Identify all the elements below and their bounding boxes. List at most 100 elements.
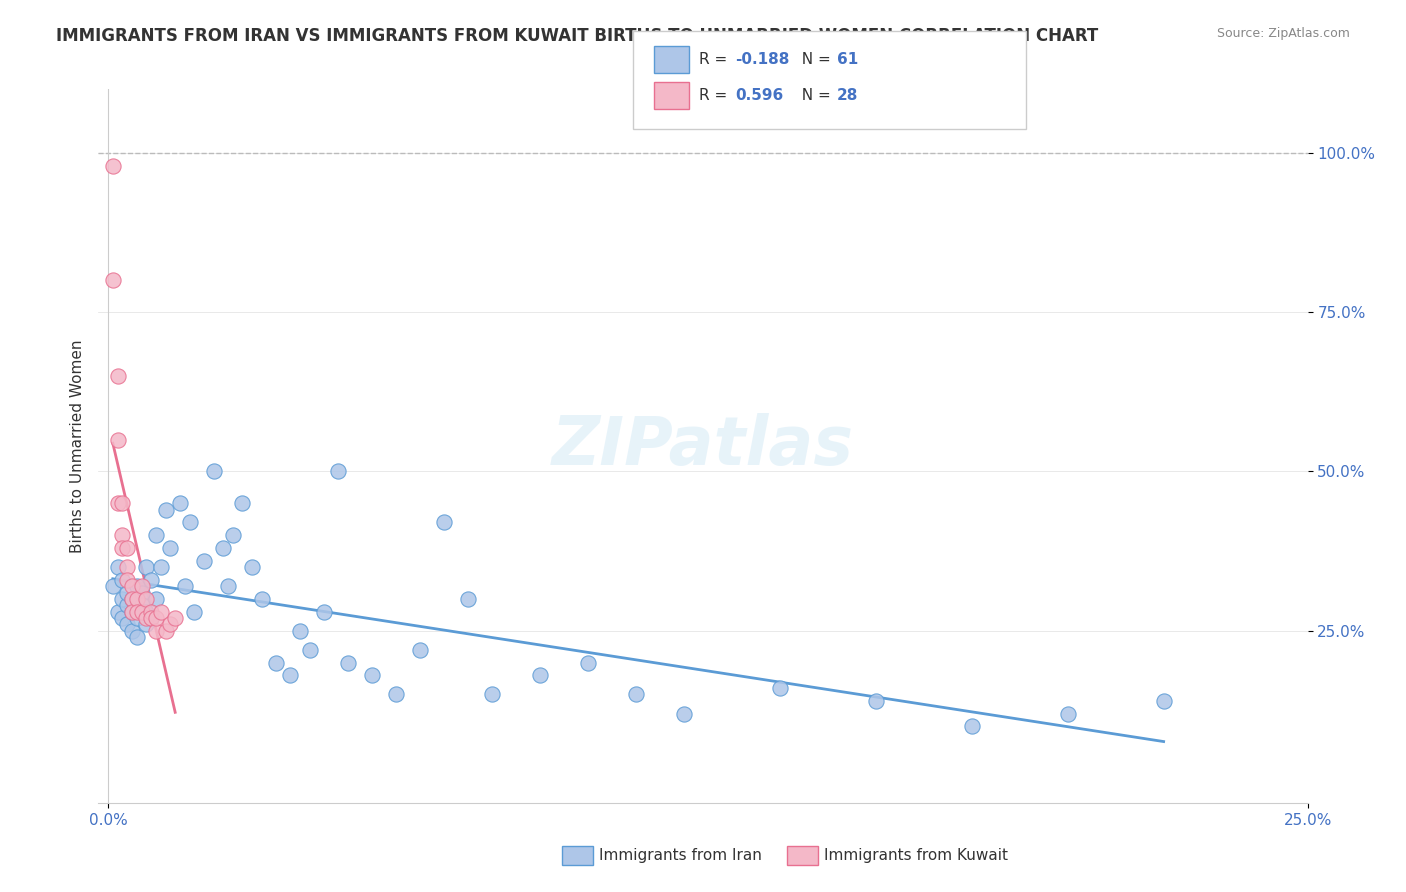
Point — [111, 541, 134, 555]
Point — [145, 611, 167, 625]
Point — [212, 541, 235, 555]
Point — [250, 591, 273, 606]
Point — [240, 560, 263, 574]
Point — [298, 643, 321, 657]
Point — [336, 656, 359, 670]
Point — [145, 624, 167, 638]
Text: Source: ZipAtlas.com: Source: ZipAtlas.com — [1216, 27, 1350, 40]
Text: R =: R = — [699, 88, 733, 103]
Point — [107, 605, 129, 619]
Point — [576, 656, 599, 670]
Point — [202, 465, 225, 479]
Point — [101, 159, 124, 173]
Point — [115, 541, 138, 555]
Point — [101, 579, 124, 593]
Point — [135, 591, 157, 606]
Point — [155, 624, 177, 638]
Point — [111, 528, 134, 542]
Point — [121, 624, 143, 638]
Point — [141, 605, 163, 619]
Point — [121, 605, 143, 619]
Point — [328, 465, 350, 479]
Point — [141, 611, 163, 625]
Point — [409, 643, 432, 657]
Text: R =: R = — [699, 53, 733, 67]
Point — [107, 433, 129, 447]
Point — [222, 528, 245, 542]
Point — [145, 528, 167, 542]
Point — [529, 668, 551, 682]
Point — [131, 579, 153, 593]
Point — [960, 719, 983, 733]
Point — [159, 617, 181, 632]
Point — [131, 605, 153, 619]
Point — [135, 605, 157, 619]
Point — [433, 516, 456, 530]
Point — [865, 694, 887, 708]
Point — [193, 554, 215, 568]
Point — [361, 668, 384, 682]
Point — [125, 630, 148, 644]
Point — [145, 591, 167, 606]
Point — [288, 624, 311, 638]
Point — [115, 599, 138, 613]
Text: 28: 28 — [837, 88, 858, 103]
Point — [125, 591, 148, 606]
Point — [121, 605, 143, 619]
Point — [769, 681, 792, 695]
Point — [481, 688, 503, 702]
Point — [121, 579, 143, 593]
Point — [385, 688, 408, 702]
Text: Immigrants from Kuwait: Immigrants from Kuwait — [824, 848, 1008, 863]
Point — [115, 617, 138, 632]
Point — [125, 611, 148, 625]
Point — [149, 560, 172, 574]
Point — [101, 273, 124, 287]
Point — [111, 573, 134, 587]
Point — [115, 585, 138, 599]
Point — [231, 496, 253, 510]
Point — [159, 541, 181, 555]
Point — [217, 579, 239, 593]
Text: Immigrants from Iran: Immigrants from Iran — [599, 848, 762, 863]
Point — [131, 585, 153, 599]
Text: ZIPatlas: ZIPatlas — [553, 413, 853, 479]
Point — [111, 611, 134, 625]
Point — [280, 668, 302, 682]
Point — [107, 496, 129, 510]
Point — [155, 502, 177, 516]
Text: IMMIGRANTS FROM IRAN VS IMMIGRANTS FROM KUWAIT BIRTHS TO UNMARRIED WOMEN CORRELA: IMMIGRANTS FROM IRAN VS IMMIGRANTS FROM … — [56, 27, 1098, 45]
Point — [149, 605, 172, 619]
Text: N =: N = — [792, 53, 835, 67]
Point — [672, 706, 695, 721]
Point — [141, 611, 163, 625]
Point — [169, 496, 191, 510]
Point — [173, 579, 195, 593]
Point — [121, 591, 143, 606]
Point — [125, 605, 148, 619]
Point — [111, 591, 134, 606]
Point — [131, 599, 153, 613]
Point — [111, 496, 134, 510]
Point — [115, 560, 138, 574]
Point — [165, 611, 187, 625]
Point — [179, 516, 201, 530]
Point — [135, 611, 157, 625]
Point — [115, 573, 138, 587]
Point — [264, 656, 287, 670]
Point — [107, 368, 129, 383]
Point — [107, 560, 129, 574]
Point — [312, 605, 335, 619]
Point — [125, 579, 148, 593]
Point — [1056, 706, 1078, 721]
Point — [135, 560, 157, 574]
Text: N =: N = — [792, 88, 835, 103]
Point — [183, 605, 205, 619]
Point — [457, 591, 479, 606]
Text: 0.596: 0.596 — [735, 88, 783, 103]
Point — [1153, 694, 1175, 708]
Text: -0.188: -0.188 — [735, 53, 790, 67]
Text: 61: 61 — [837, 53, 858, 67]
Point — [141, 573, 163, 587]
Y-axis label: Births to Unmarried Women: Births to Unmarried Women — [69, 339, 84, 553]
